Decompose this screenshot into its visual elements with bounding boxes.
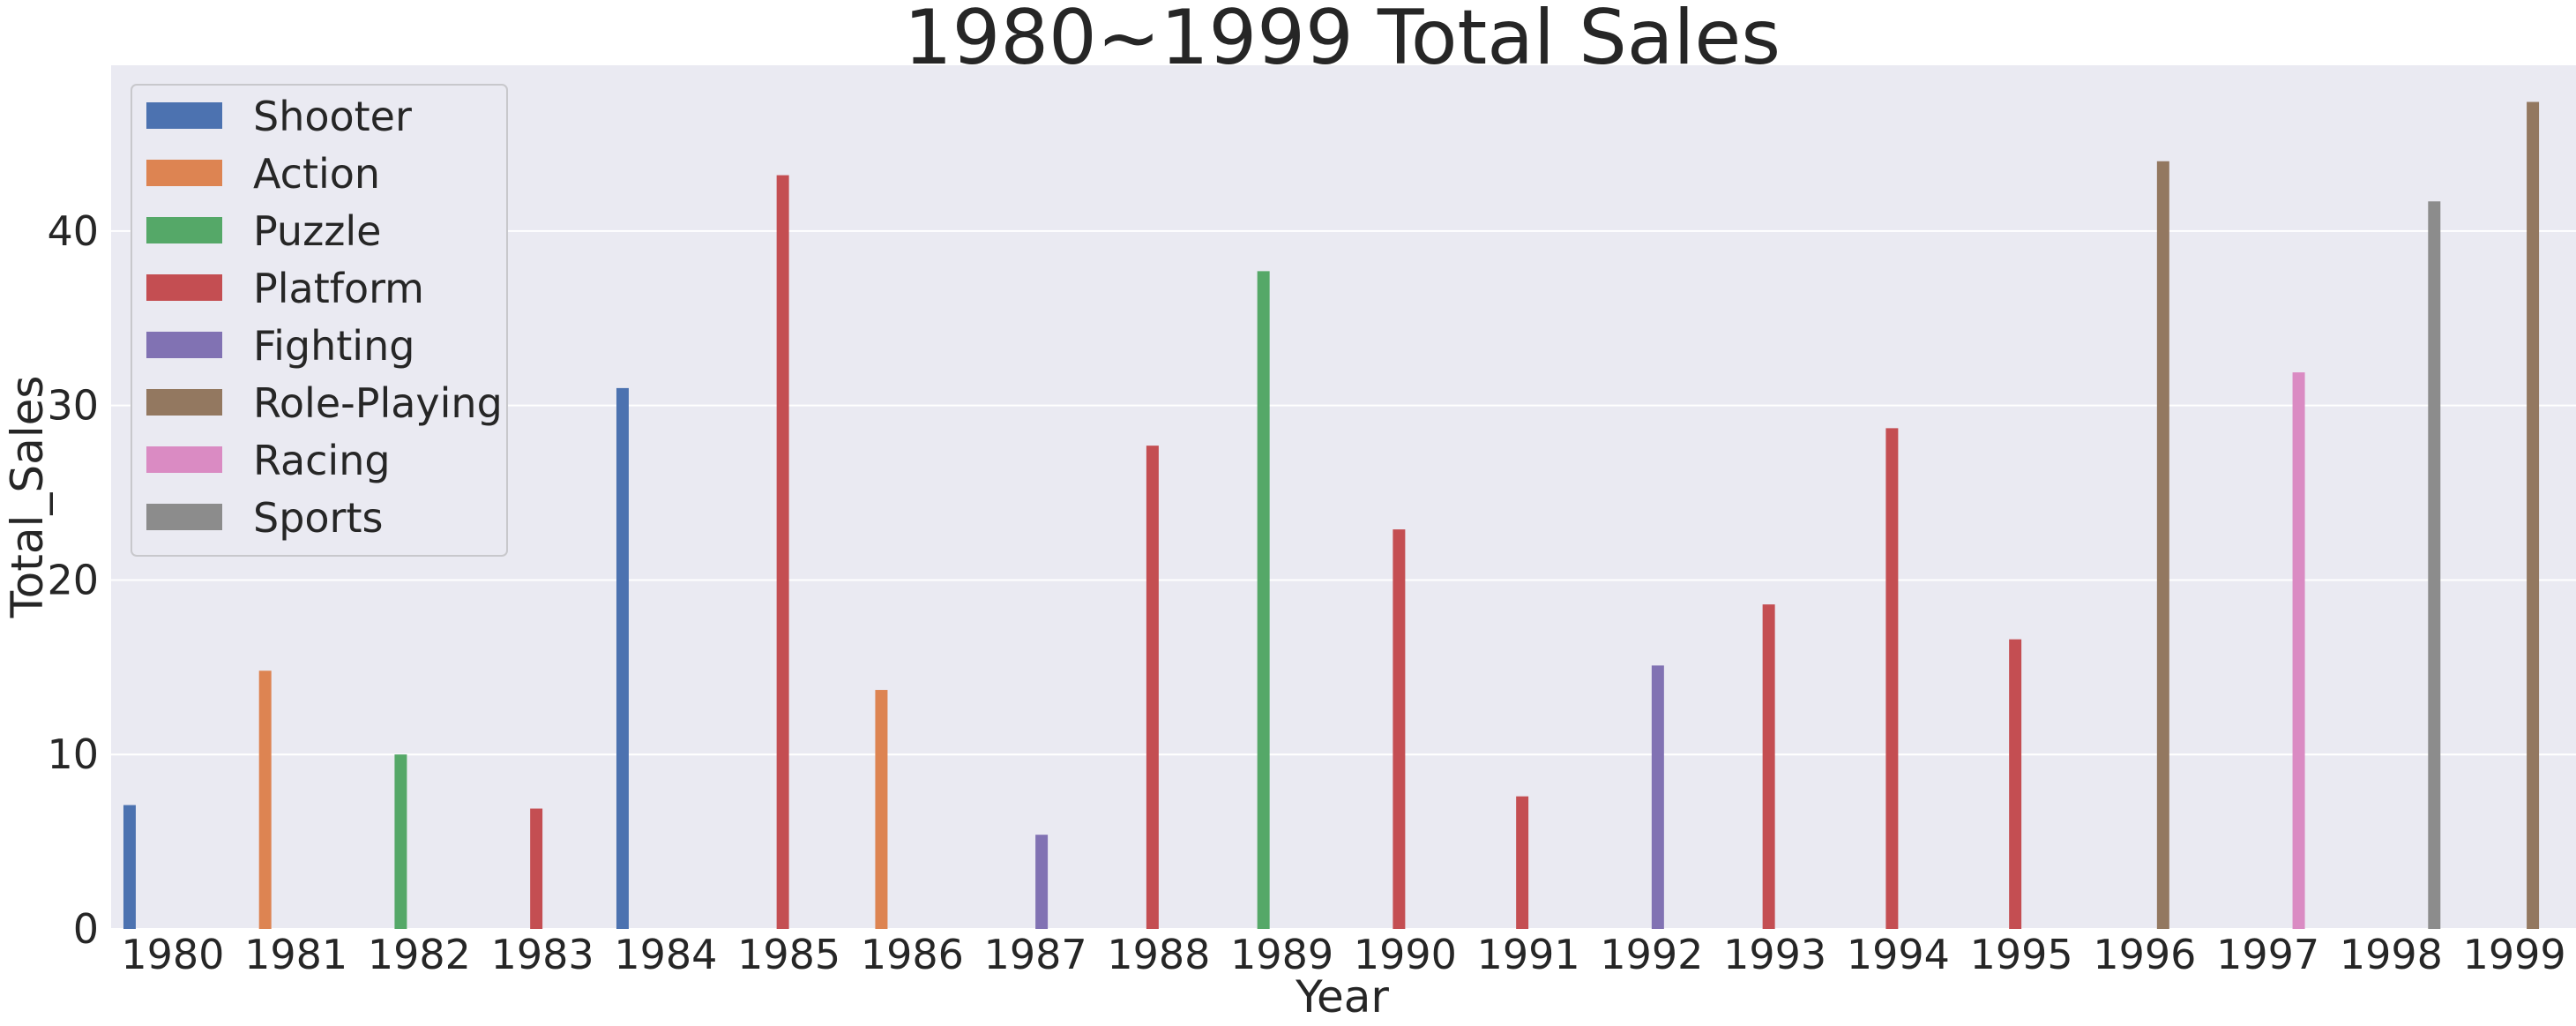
legend-swatch [146,332,222,358]
legend-swatch [146,446,222,473]
bar-platform-1990 [1393,529,1406,929]
x-tick-label: 1981 [244,931,347,978]
legend-label: Action [253,150,380,198]
x-tick-label: 1996 [2093,931,2196,978]
legend-label: Platform [253,265,424,312]
legend-label: Sports [253,494,383,542]
x-tick-label: 1989 [1230,931,1333,978]
y-tick-label: 10 [47,730,99,778]
bar-platform-1993 [1762,604,1775,929]
x-tick-label: 1986 [861,931,964,978]
x-tick-label: 1985 [737,931,840,978]
x-tick-labels: 1980 1981 1982 1983 1984 1985 1986 1987 1988 1989… [121,931,2565,978]
bar-action-1986 [875,690,888,929]
bar-shooter-1984 [616,387,629,929]
x-tick-label: 1980 [121,931,224,978]
y-tick-label: 20 [47,556,99,603]
x-tick-label: 1987 [984,931,1087,978]
x-tick-label: 1997 [2216,931,2319,978]
legend-label: Puzzle [253,207,381,255]
y-tick-label: 40 [47,207,99,255]
legend-label: Shooter [253,93,412,140]
y-tick-labels: 0 10 20 30 40 [47,207,99,953]
bar-puzzle-1989 [1257,271,1270,929]
bar-racing-1997 [2292,372,2305,930]
legend-label: Fighting [253,322,414,370]
x-tick-label: 1999 [2463,931,2566,978]
legend-swatch [146,504,222,530]
bar-role-playing-1999 [2527,101,2540,930]
x-tick-label: 1982 [368,931,471,978]
bars [123,101,2540,930]
legend-swatch [146,274,222,301]
bar-action-1981 [258,670,272,929]
y-axis-label: Total_Sales [2,376,53,619]
bar-platform-1985 [776,175,789,930]
legend-swatch [146,102,222,129]
x-tick-label: 1994 [1847,931,1950,978]
y-tick-label: 30 [47,382,99,430]
x-tick-label: 1983 [491,931,594,978]
bar-platform-1988 [1146,446,1159,930]
x-tick-label: 1988 [1107,931,1210,978]
bar-fighting-1987 [1035,835,1049,929]
x-tick-label: 1991 [1477,931,1580,978]
legend-swatch [146,160,222,186]
bar-fighting-1992 [1651,665,1664,929]
x-tick-label: 1984 [614,931,717,978]
bar-platform-1994 [1885,428,1899,929]
x-tick-label: 1998 [2340,931,2443,978]
x-tick-label: 1990 [1354,931,1457,978]
bar-shooter-1980 [123,805,136,929]
legend-label: Racing [253,437,391,484]
x-tick-label: 1992 [1600,931,1703,978]
bar-platform-1983 [530,808,543,929]
bar-puzzle-1982 [394,754,407,929]
bar-platform-1995 [2009,639,2022,929]
legend-swatch [146,217,222,243]
bar-role-playing-1996 [2156,161,2169,929]
legend-label: Role-Playing [253,379,503,427]
legend: Shooter Action Puzzle Platform Fighting Role-… [131,84,508,557]
chart-title: 1980~1999 Total Sales [904,0,1781,82]
x-tick-label: 1993 [1723,931,1826,978]
x-tick-label: 1995 [1970,931,2073,978]
x-axis-label: Year [1295,971,1389,1022]
legend-frame [131,84,508,557]
bar-platform-1991 [1516,796,1529,929]
bar-sports-1998 [2428,201,2441,929]
legend-swatch [146,389,222,416]
y-tick-label: 0 [73,905,99,953]
